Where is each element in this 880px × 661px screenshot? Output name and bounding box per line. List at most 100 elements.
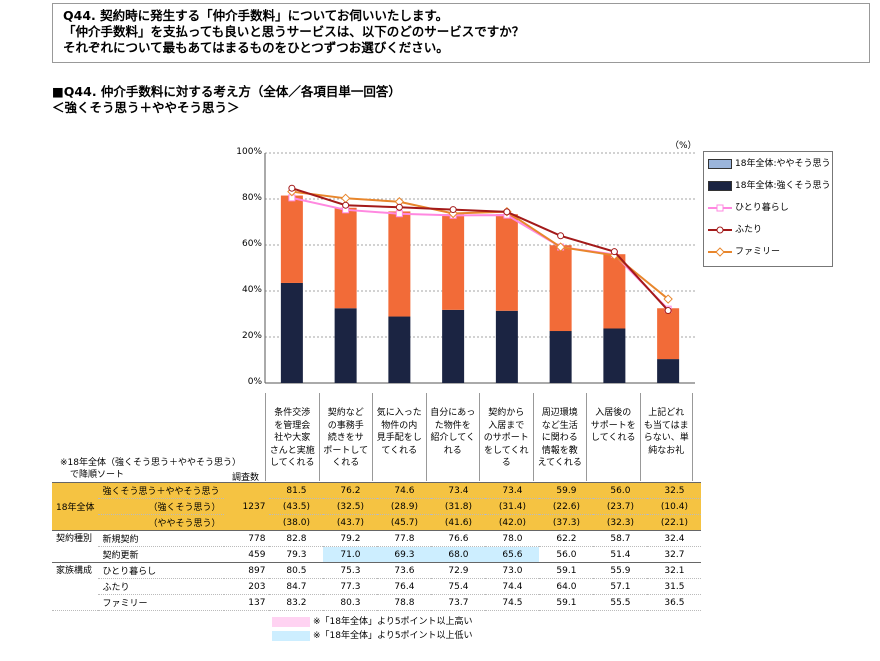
bar-some <box>442 214 465 310</box>
y-tick-label: 40% <box>241 285 262 295</box>
table-cell: 80.5 <box>269 562 324 579</box>
table-cell: 79.2 <box>323 530 378 547</box>
legend-swatch-some <box>708 159 732 169</box>
category-label-line: のサポート <box>483 433 529 443</box>
table-cell: (31.4) <box>485 498 540 515</box>
table-cell: 59.1 <box>539 562 594 579</box>
bar-strong <box>334 308 357 383</box>
bar-strong <box>495 310 518 383</box>
bar-some <box>280 195 303 283</box>
row-label: 契約更新 <box>98 546 225 563</box>
legend-item-strong: 18年全体:強くそう思う <box>708 180 831 192</box>
table-cell: 65.6 <box>485 546 540 563</box>
category-label-line: に関わる <box>541 433 578 443</box>
category-label-line: 周辺環境 <box>541 408 578 418</box>
sample-size: 1237 <box>224 482 270 531</box>
point-couple <box>342 201 350 209</box>
bar-strong <box>549 331 572 383</box>
table-row: 18年全体 強くそう思う＋ややそう思う 1237 81.5 76.2 74.6 73.4 73… <box>52 482 702 531</box>
chart-subtitle: ＜強くそう思う＋ややそう思う＞ <box>52 100 240 115</box>
legend-line-single <box>708 204 732 212</box>
category-label-line: ポートして <box>323 445 369 456</box>
footnote-low-text: ※「18年全体」より5ポイント以上低い <box>313 631 473 641</box>
sample-size: 137 <box>224 594 270 611</box>
row-label: 新規契約 <box>98 530 225 547</box>
table-cell: 78.0 <box>485 530 540 547</box>
sample-size: 897 <box>224 562 270 579</box>
point-couple <box>557 232 565 240</box>
legend: 18年全体:ややそう思う 18年全体:強くそう思う ひとり暮らし ふたり ファミ… <box>703 151 833 267</box>
category-label-line: 気に入った <box>376 408 422 418</box>
table-cell: 71.0 <box>323 546 378 563</box>
category-label-line: サポートを <box>590 420 636 431</box>
table-row: ファミリー 137 83.2 80.3 78.8 73.7 74.5 59.1 55.5 36.5 <box>52 594 702 611</box>
table-cell: (42.0) <box>485 514 540 531</box>
table-cell: 76.4 <box>377 578 432 595</box>
category-label-line: えてくれる <box>537 458 582 468</box>
table-cell: 32.4 <box>647 530 702 547</box>
sample-size: 778 <box>224 530 270 547</box>
chart-title-block: ■Q44. 仲介手数料に対する考え方（全体／各項目単一回答） ＜強くそう思う＋や… <box>52 84 401 116</box>
sample-size: 203 <box>224 578 270 595</box>
table-cell: 79.3 <box>269 546 324 563</box>
row-label: （ややそう思う） <box>98 514 225 531</box>
bar-some <box>549 245 572 332</box>
table-cell: 32.7 <box>647 546 702 563</box>
table-cell: 84.7 <box>269 578 324 595</box>
table-cell: (41.6) <box>431 514 486 531</box>
legend-item-family: ファミリー <box>708 246 780 258</box>
table-cell: (37.3) <box>539 514 594 531</box>
table-cell: (32.3) <box>593 514 648 531</box>
table-cell: 78.8 <box>377 594 432 611</box>
category-label-line: 社や大家 <box>274 433 311 443</box>
legend-label-strong: 18年全体:強くそう思う <box>735 181 831 191</box>
data-table: 18年全体 強くそう思う＋ややそう思う 1237 81.5 76.2 74.6 73.4 73… <box>52 482 702 611</box>
table-cell: 31.5 <box>647 578 702 595</box>
table-cell: 68.0 <box>431 546 486 563</box>
row-label: ひとり暮らし <box>98 562 225 579</box>
category-label-line: た物件を <box>434 420 471 431</box>
footnote-high-text: ※「18年全体」より5ポイント以上高い <box>313 617 473 627</box>
category-label-line: 入居まで <box>488 420 525 431</box>
table-cell: 51.4 <box>593 546 648 563</box>
point-couple <box>395 203 403 211</box>
table-cell: 74.4 <box>485 578 540 595</box>
sort-note-line-1: ※18年全体（強くそう思う＋ややそう思う） <box>60 458 241 468</box>
question-line-2: 「仲介手数料」を支払っても良いと思うサービスは、以下のどのサービスですか？ <box>63 24 525 39</box>
table-cell: 59.1 <box>539 594 594 611</box>
category-label: 契約から 入居まで のサポート をしてくれる <box>479 393 533 481</box>
table-cell: (10.4) <box>647 498 702 515</box>
point-couple <box>664 307 672 315</box>
category-label-line: も当てはま <box>643 420 689 431</box>
table-cell: 76.2 <box>323 482 378 499</box>
table-cell: 76.6 <box>431 530 486 547</box>
question-line-3: それぞれについて最もあてはまるものをひとつずつお選びください。 <box>63 40 449 55</box>
bar-some <box>495 214 518 311</box>
legend-line-couple <box>708 226 732 234</box>
category-label-line: を管理会 <box>274 420 311 431</box>
row-label: 強くそう思う＋ややそう思う <box>98 482 225 499</box>
table-cell: 57.1 <box>593 578 648 595</box>
legend-label-single: ひとり暮らし <box>735 203 789 213</box>
row-label: （強くそう思う） <box>98 498 225 515</box>
table-cell: (31.8) <box>431 498 486 515</box>
table-cell: 75.4 <box>431 578 486 595</box>
category-label-line: さんと実施 <box>269 445 315 456</box>
table-cell: 32.5 <box>647 482 702 499</box>
table-cell: (22.6) <box>539 498 594 515</box>
line-family <box>291 190 669 300</box>
chart-title: ■Q44. 仲介手数料に対する考え方（全体／各項目単一回答） <box>52 84 401 99</box>
table-cell: (43.7) <box>323 514 378 531</box>
question-box: Q44. 契約時に発生する「仲介手数料」についてお伺いいたします。 「仲介手数料… <box>52 3 870 63</box>
table-cell: 74.5 <box>485 594 540 611</box>
category-label-line: 上記どれ <box>648 408 685 418</box>
table-row: （ややそう思う） (38.0) (43.7) (45.7) (41.6) (42.0) (3… <box>52 514 702 531</box>
table-cell: 77.3 <box>323 578 378 595</box>
table-cell: 56.0 <box>593 482 648 499</box>
bar-strong <box>442 309 465 383</box>
point-couple <box>449 206 457 214</box>
legend-label-family: ファミリー <box>735 247 781 257</box>
point-family <box>340 193 351 204</box>
table-cell: 83.2 <box>269 594 324 611</box>
table-cell: 81.5 <box>269 482 324 499</box>
